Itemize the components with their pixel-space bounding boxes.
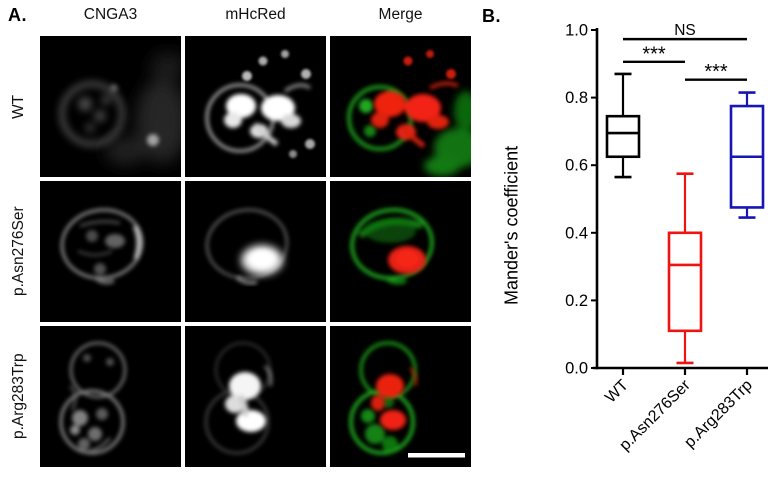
micrograph-asn276ser-cnga3 <box>40 181 181 322</box>
column-header-mhcred: mHcRed <box>225 6 286 23</box>
y-axis-label: Mander's coefficient <box>501 145 522 305</box>
significance-label: NS <box>674 22 696 39</box>
micrograph-wt-merge <box>330 36 471 177</box>
panel-a-label: A. <box>8 5 27 25</box>
significance-label: *** <box>704 61 728 83</box>
y-tick-label: 0.2 <box>565 292 588 310</box>
x-category-label: WT <box>602 377 632 407</box>
y-tick-label: 1.0 <box>565 22 588 40</box>
y-tick-label: 0.0 <box>565 360 588 378</box>
scale-bar <box>408 453 465 458</box>
column-header-merge: Merge <box>378 6 423 23</box>
y-tick-label: 0.8 <box>565 89 588 107</box>
micrograph-arg283trp-mhcred <box>185 326 326 467</box>
box-WT <box>605 114 641 159</box>
micrograph-asn276ser-merge <box>330 181 471 322</box>
micrograph-arg283trp-cnga3 <box>40 326 181 467</box>
column-header-cnga3: CNGA3 <box>83 6 138 23</box>
box-p.Asn276Ser <box>667 231 703 333</box>
micrograph-asn276ser-mhcred <box>185 181 326 322</box>
y-tick-label: 0.6 <box>565 157 588 175</box>
row-label-asn276ser: p.Asn276Ser <box>10 206 27 297</box>
boxplot-chart: 0.00.20.40.60.81.0WTp.Asn276Serp.Arg283T… <box>565 22 768 454</box>
panel-b-label: B. <box>482 6 501 26</box>
micrograph-arg283trp-merge <box>330 326 471 467</box>
y-tick-label: 0.4 <box>565 224 588 242</box>
row-label-arg283trp: p.Arg283Trp <box>10 353 27 440</box>
row-label-wt: WT <box>10 94 27 119</box>
micrograph-wt-mhcred <box>185 36 326 177</box>
micrograph-wt-cnga3 <box>40 36 181 177</box>
significance-label: *** <box>642 43 666 65</box>
